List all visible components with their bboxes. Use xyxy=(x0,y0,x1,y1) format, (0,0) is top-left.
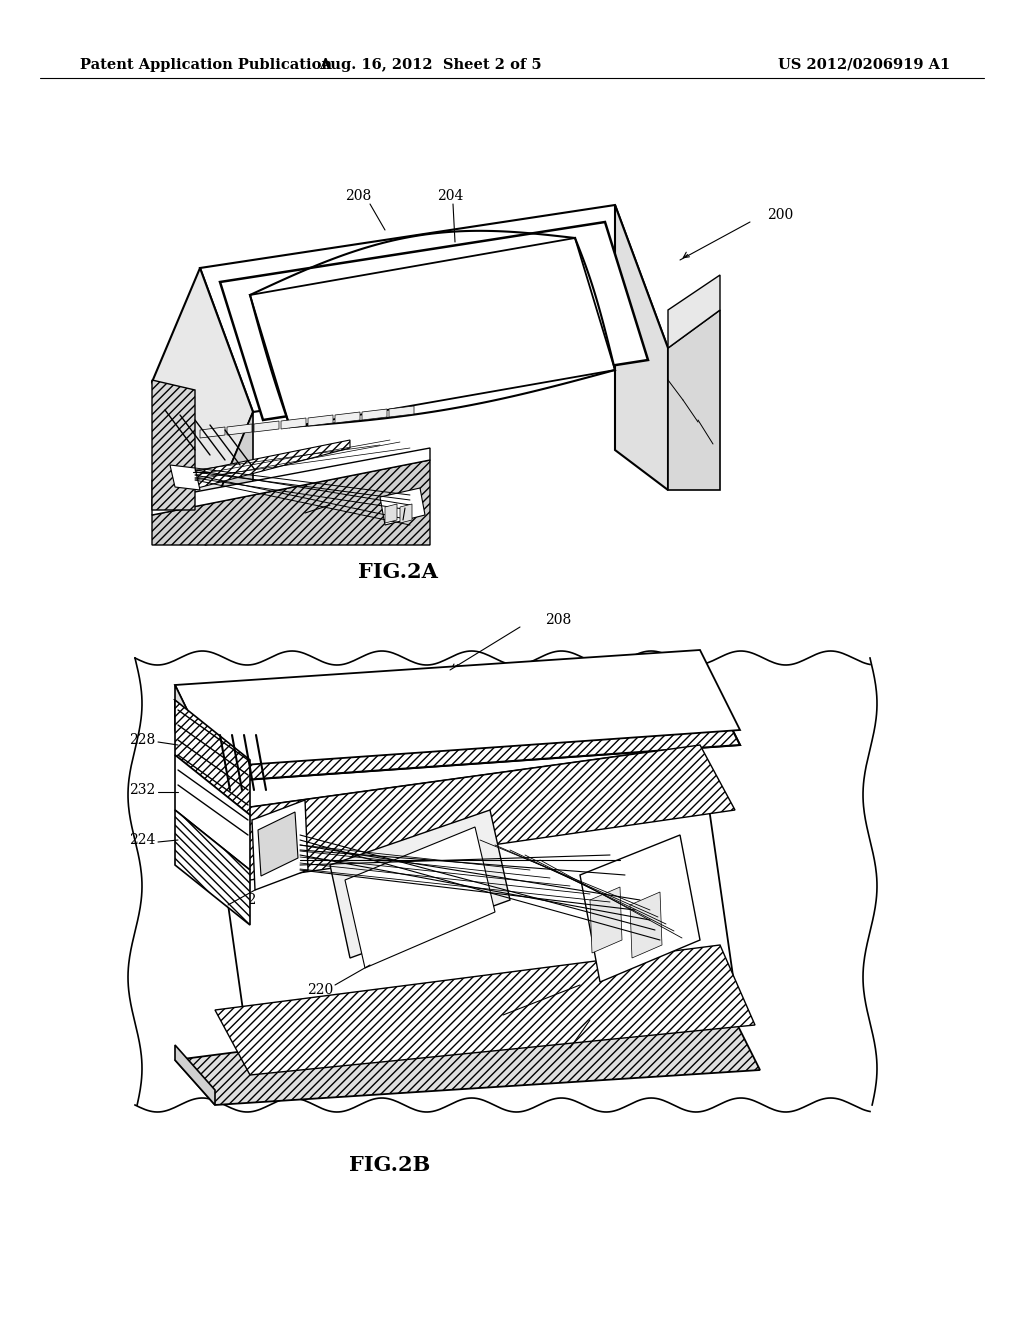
Polygon shape xyxy=(220,222,648,420)
Polygon shape xyxy=(170,465,200,490)
Polygon shape xyxy=(152,447,430,515)
Polygon shape xyxy=(252,800,308,890)
Polygon shape xyxy=(152,268,253,527)
Polygon shape xyxy=(215,744,735,880)
Polygon shape xyxy=(250,238,615,426)
Polygon shape xyxy=(335,412,360,422)
Polygon shape xyxy=(175,700,250,814)
Text: 208: 208 xyxy=(345,189,371,203)
Text: 232: 232 xyxy=(129,783,155,797)
Text: 216: 216 xyxy=(387,519,414,533)
Text: 212: 212 xyxy=(230,894,256,907)
Text: Patent Application Publication: Patent Application Publication xyxy=(80,58,332,73)
Text: FIG.2A: FIG.2A xyxy=(358,562,438,582)
Polygon shape xyxy=(385,504,397,523)
Polygon shape xyxy=(380,488,425,525)
Polygon shape xyxy=(580,836,700,982)
Polygon shape xyxy=(175,755,250,870)
Polygon shape xyxy=(389,407,414,417)
Text: 216: 216 xyxy=(477,1012,503,1027)
Polygon shape xyxy=(254,421,279,432)
Polygon shape xyxy=(175,810,250,925)
Polygon shape xyxy=(152,380,195,510)
Polygon shape xyxy=(215,945,755,1074)
Polygon shape xyxy=(590,887,622,953)
Polygon shape xyxy=(175,649,740,767)
Polygon shape xyxy=(205,412,253,545)
Polygon shape xyxy=(152,440,350,500)
Text: 220: 220 xyxy=(307,983,333,997)
Text: 224: 224 xyxy=(129,833,155,847)
Polygon shape xyxy=(227,424,252,436)
Polygon shape xyxy=(175,1045,215,1105)
Text: 236: 236 xyxy=(552,1048,579,1063)
Text: 228: 228 xyxy=(129,733,155,747)
Polygon shape xyxy=(400,504,412,523)
Polygon shape xyxy=(281,418,306,429)
Polygon shape xyxy=(175,700,215,812)
Text: 220: 220 xyxy=(279,502,305,515)
Polygon shape xyxy=(630,892,662,958)
Text: FIG.2B: FIG.2B xyxy=(349,1155,431,1175)
Text: US 2012/0206919 A1: US 2012/0206919 A1 xyxy=(778,58,950,73)
Text: 204: 204 xyxy=(437,189,463,203)
Text: 212: 212 xyxy=(164,463,190,477)
Polygon shape xyxy=(668,275,720,348)
Polygon shape xyxy=(200,426,225,438)
Polygon shape xyxy=(152,459,430,545)
Polygon shape xyxy=(175,685,215,800)
Polygon shape xyxy=(308,414,333,426)
Polygon shape xyxy=(175,665,740,781)
Text: Aug. 16, 2012  Sheet 2 of 5: Aug. 16, 2012 Sheet 2 of 5 xyxy=(318,58,542,73)
Polygon shape xyxy=(362,409,387,420)
Polygon shape xyxy=(215,744,735,1060)
Text: 208: 208 xyxy=(545,612,571,627)
Polygon shape xyxy=(330,810,510,958)
Polygon shape xyxy=(345,828,495,968)
Polygon shape xyxy=(200,205,668,412)
Polygon shape xyxy=(668,310,720,490)
Text: 200: 200 xyxy=(767,209,794,222)
Polygon shape xyxy=(175,990,760,1105)
Polygon shape xyxy=(615,205,668,490)
Polygon shape xyxy=(258,812,298,876)
Polygon shape xyxy=(175,665,740,781)
